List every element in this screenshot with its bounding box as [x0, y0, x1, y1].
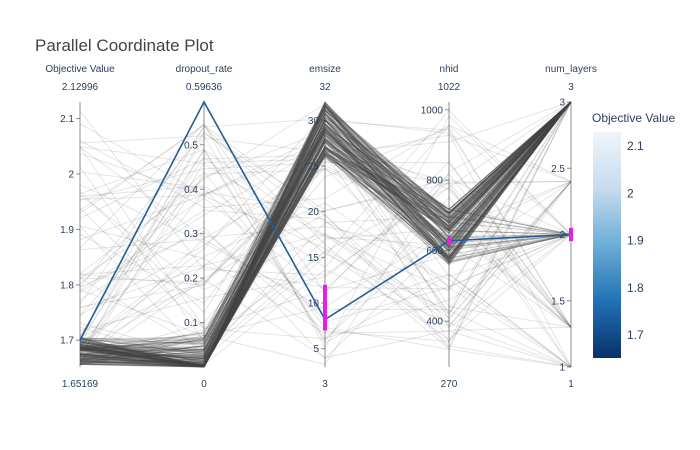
axis-max-label: 3 [568, 82, 574, 93]
tick-label: 0.1 [184, 318, 198, 329]
axis-min-label: 1.65169 [62, 379, 99, 390]
axis-nhid[interactable]: nhid 1022 270 400 600 800 1000 [421, 64, 461, 390]
constraint-range-num_layers[interactable] [569, 227, 573, 242]
colorbar-tick-label: 2.1 [627, 139, 644, 153]
axis-objective[interactable]: Objective Value 2.12996 1.65169 1.7 1.8 1.9 2 2… [45, 64, 115, 390]
tick-label: 20 [308, 207, 320, 218]
colorbar-tick-label: 1.9 [627, 234, 644, 248]
axis-max-label: 2.12996 [62, 82, 99, 93]
axis-max-label: 0.59636 [186, 82, 223, 93]
axis-label: emsize [309, 64, 341, 75]
tick-label: 800 [426, 176, 443, 187]
tick-label: 2.5 [551, 164, 565, 175]
tick-label: 0.4 [184, 185, 198, 196]
axis-label: Objective Value [45, 64, 115, 75]
axis-min-label: 1 [568, 379, 574, 390]
colorbar-tick-label: 1.8 [627, 281, 644, 295]
axis-label: num_layers [545, 64, 597, 75]
tick-label: 400 [426, 317, 443, 328]
tick-label: 0.3 [184, 229, 198, 240]
tick-label: 30 [308, 116, 320, 127]
tick-label: 0.5 [184, 140, 198, 151]
tick-label: 0.2 [184, 274, 198, 285]
axis-max-label: 1022 [438, 82, 461, 93]
tick-label: 1.7 [60, 336, 74, 347]
colorbar-title: Objective Value [592, 111, 675, 125]
colorbar-gradient [593, 132, 621, 358]
axis-emsize[interactable]: emsize 32 3 5 10 15 20 25 30 [308, 64, 341, 390]
axes-group: Objective Value 2.12996 1.65169 1.7 1.8 1.9 2 2… [45, 64, 597, 390]
constraint-range-nhid[interactable] [447, 238, 451, 245]
tick-label: 3 [559, 98, 565, 109]
highlighted-trial [79, 100, 573, 341]
tick-label: 1.8 [60, 280, 74, 291]
tick-label: 1.9 [60, 225, 74, 236]
tick-label: 2.1 [60, 114, 74, 125]
colorbar-tick-label: 1.7 [627, 328, 644, 342]
tick-label: 1.5 [551, 296, 565, 307]
colorbar: Objective Value 1.7 1.8 1.9 2 2.1 [592, 111, 675, 358]
axis-max-label: 32 [319, 82, 331, 93]
axis-min-label: 270 [441, 379, 458, 390]
axis-dropout[interactable]: dropout_rate 0.59636 0 0.1 0.2 0.3 0.4 0.5 [176, 64, 233, 390]
axis-label: dropout_rate [176, 64, 233, 75]
tick-label: 1 [559, 363, 565, 374]
tick-label: 10 [308, 299, 320, 310]
constraint-range-emsize[interactable] [323, 284, 327, 331]
colorbar-tick-label: 2 [627, 186, 634, 200]
tick-label: 5 [313, 344, 319, 355]
tick-label: 1000 [421, 105, 444, 116]
tick-label: 600 [426, 246, 443, 257]
axis-min-label: 3 [322, 379, 328, 390]
tick-label: 2 [68, 170, 74, 181]
tick-label: 15 [308, 253, 320, 264]
axis-min-label: 0 [201, 379, 207, 390]
chart-title: Parallel Coordinate Plot [35, 36, 214, 55]
axis-label: nhid [440, 64, 459, 75]
tick-label: 25 [308, 161, 320, 172]
